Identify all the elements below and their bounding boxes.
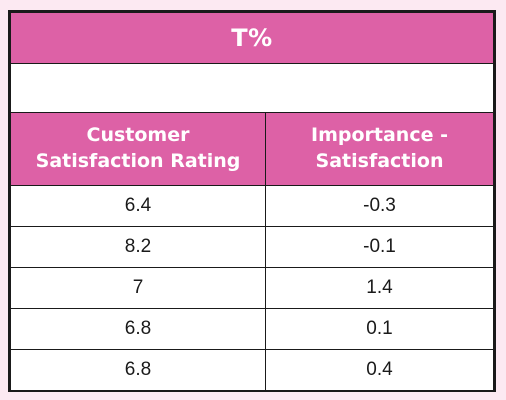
empty-cell	[10, 63, 494, 113]
cell-importance-satisfaction: -0.1	[265, 226, 494, 268]
cell-importance-satisfaction: 0.1	[265, 308, 494, 350]
cell-importance-satisfaction: 0.4	[265, 349, 494, 391]
table-row: 7 1.4	[9, 267, 494, 309]
column-header-line: Importance -	[311, 124, 448, 147]
empty-row	[10, 63, 494, 113]
cell-customer-satisfaction-rating: 6.8	[9, 349, 267, 391]
cell-importance-satisfaction: 1.4	[265, 267, 494, 309]
cell-customer-satisfaction-rating: 6.8	[9, 308, 267, 350]
cell-customer-satisfaction-rating: 7	[9, 267, 267, 309]
data-table-container: T% Customer Satisfaction Rating Importan…	[8, 10, 496, 392]
column-header-line: Satisfaction Rating	[35, 150, 241, 172]
column-header-row: Customer Satisfaction Rating Importance …	[9, 112, 494, 186]
table-title: T%	[10, 12, 494, 64]
column-header-customer-satisfaction-rating: Customer Satisfaction Rating	[9, 112, 267, 186]
table-row: 6.4 -0.3	[9, 185, 494, 227]
column-header-line: Customer	[86, 124, 190, 147]
table-row: 6.8 0.1	[9, 308, 494, 350]
cell-customer-satisfaction-rating: 6.4	[9, 185, 267, 227]
cell-customer-satisfaction-rating: 8.2	[9, 226, 267, 268]
cell-importance-satisfaction: -0.3	[265, 185, 494, 227]
table-row: 8.2 -0.1	[9, 226, 494, 268]
column-header-line: Satisfaction	[315, 150, 444, 172]
column-header-importance-satisfaction: Importance - Satisfaction	[265, 112, 494, 186]
title-row: T%	[10, 12, 494, 64]
table-row: 6.8 0.4	[9, 349, 494, 391]
data-table: T% Customer Satisfaction Rating Importan…	[9, 12, 494, 391]
